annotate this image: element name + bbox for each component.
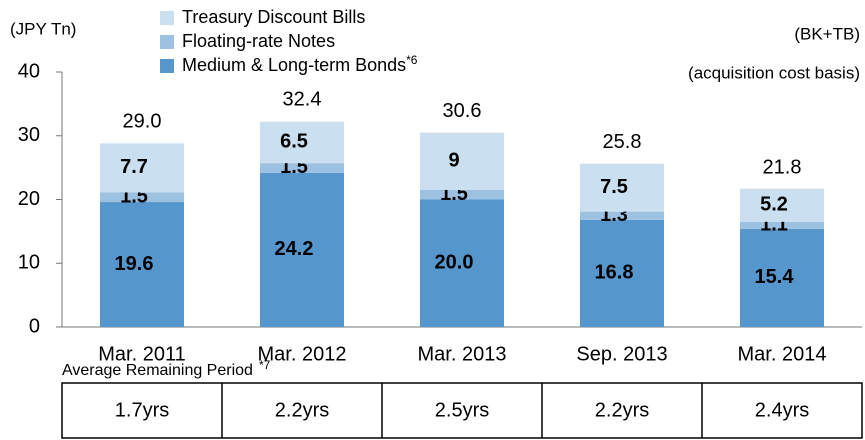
bar-segment [260,121,344,164]
y-tick-label: 40 [18,60,40,82]
data-label: 15.4 [755,266,795,288]
legend-name: Medium & Long-term Bonds [182,55,406,75]
data-label: 7.7 [120,156,148,178]
x-tick-label: Mar. 2012 [258,343,347,365]
table-cell: 2.5yrs [435,399,489,421]
bar-segment [740,228,824,327]
bar-segment [420,189,504,200]
x-tick-label: Mar. 2011 [98,343,185,365]
bar-segment [420,199,504,327]
table-cell: 2.4yrs [755,399,809,421]
bar-segment [740,221,824,229]
y-tick-label: 20 [18,188,40,210]
legend-name: Floating-rate Notes [182,31,335,51]
total-label: 21.8 [763,156,802,178]
data-label: 20.0 [435,252,474,274]
bar-segment [740,188,824,222]
scope-label: (BK+TB) [794,24,860,43]
x-tick-label: Sep. 2013 [576,343,667,365]
data-label: 16.8 [595,262,634,284]
y-tick-label: 0 [29,315,40,337]
legend-label: Medium & Long-term Bonds*6 [182,53,418,75]
y-tick-label: 30 [18,124,40,146]
bar-segment [260,172,344,327]
table-cell: 2.2yrs [595,399,649,421]
legend-label: Floating-rate Notes [182,31,335,51]
legend-swatch [160,11,174,25]
data-label: 9 [448,150,459,172]
table-caption: Average Remaining Period *7 [62,358,271,379]
table-cell: 1.7yrs [115,399,169,421]
table-cell: 2.2yrs [275,399,329,421]
bar-segment [100,202,184,327]
data-label: 19.6 [115,253,154,275]
bar-segment [420,132,504,190]
total-label: 29.0 [123,110,162,132]
data-label: 24.2 [275,238,314,260]
bar-segment [100,143,184,193]
x-tick-label: Mar. 2013 [418,343,507,365]
total-label: 25.8 [603,131,642,153]
data-label: 5.2 [760,194,788,216]
bar-segment [580,163,664,212]
legend-name: Treasury Discount Bills [182,7,365,27]
data-label: 6.5 [280,131,308,153]
unit-label: (JPY Tn) [10,19,76,38]
legend-note: *6 [406,53,418,67]
bar-segment [580,211,664,220]
y-tick-label: 10 [18,252,40,274]
legend-swatch [160,35,174,49]
total-label: 32.4 [283,89,322,111]
total-label: 30.6 [443,100,482,122]
legend-swatch [160,59,174,73]
bar-segment [260,163,344,173]
bar-segment [100,192,184,203]
bar-segment [580,219,664,327]
table-caption-text: Average Remaining Period [62,362,253,379]
data-label: 7.5 [600,176,628,198]
table-border [61,382,863,439]
x-tick-label: Mar. 2014 [738,343,827,365]
legend-label: Treasury Discount Bills [182,7,365,27]
basis-label: (acquisition cost basis) [688,63,860,82]
table-caption-note: *7 [259,358,271,372]
